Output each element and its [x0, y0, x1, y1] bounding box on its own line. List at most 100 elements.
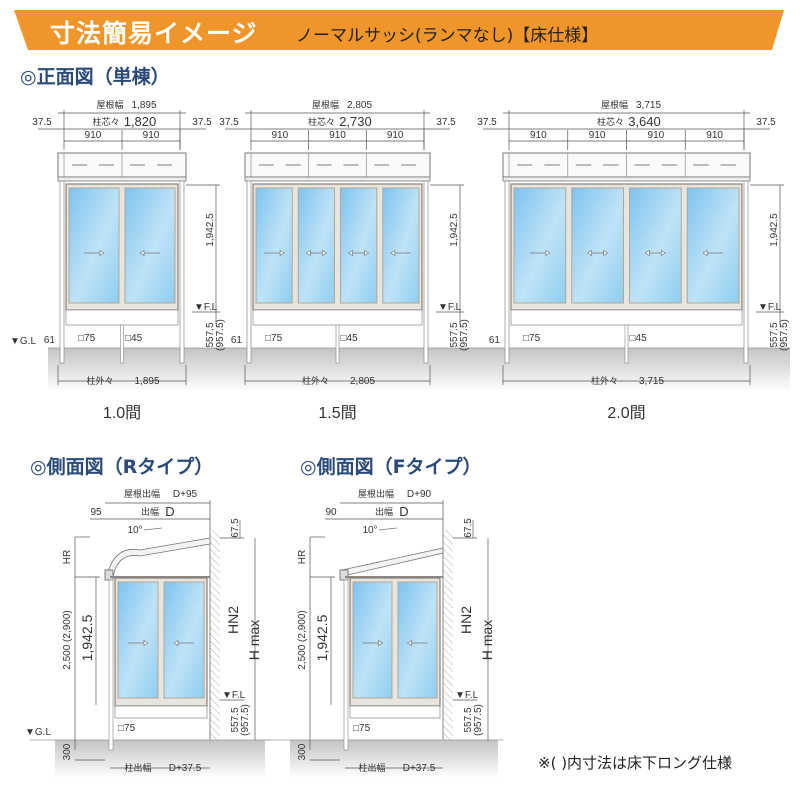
roof-depth-value: D+95	[173, 489, 198, 500]
roof-profile	[341, 547, 444, 576]
post-main-size: □75	[523, 333, 541, 344]
roof-width-label: 屋根幅	[601, 99, 628, 110]
outer-value: 2,805	[350, 376, 375, 387]
glass-panel	[382, 187, 420, 304]
glass-panel	[397, 581, 438, 699]
slide-arrow-left	[390, 249, 411, 257]
floor-height: 557.5	[449, 322, 460, 347]
fl-label: ▼F.L	[194, 302, 218, 313]
glass-panel	[297, 187, 335, 304]
post-right	[423, 180, 429, 364]
slide-arrow-right	[264, 249, 285, 257]
overhang-right: 37.5	[756, 117, 776, 128]
roof-width-value: 2,805	[347, 100, 372, 111]
post-main-size: □75	[78, 333, 96, 344]
fl-label: ▼F.L	[455, 690, 479, 701]
post-left	[246, 180, 252, 364]
post-right	[179, 180, 185, 364]
floor-height: 557.5	[769, 322, 780, 347]
hmax-label: H max	[246, 620, 262, 660]
depth-label: 出幅	[141, 506, 159, 517]
height-value: 1,942.5	[205, 213, 216, 247]
floor-height-long: (957.5)	[779, 319, 790, 351]
post-mid	[335, 324, 340, 364]
post-main-size: □75	[265, 333, 283, 344]
roof-width-value: 3,715	[636, 100, 661, 111]
slide-arrow-left	[173, 639, 194, 647]
floor-deck	[252, 309, 423, 326]
glass-panel	[124, 187, 176, 304]
post-depth-value: D+37.5	[403, 763, 436, 774]
post-left	[504, 180, 510, 364]
center-value: 3,640	[628, 114, 661, 129]
slide-arrow-right	[362, 639, 384, 647]
gutter	[57, 176, 187, 182]
roof-width-value: 1,895	[131, 100, 156, 111]
glass-panel	[686, 187, 740, 304]
glass-panel	[629, 187, 682, 304]
window-height: 1,942.5	[314, 614, 330, 661]
height-value: 1,942.5	[449, 213, 460, 247]
roof-depth-label: 屋根出幅	[358, 488, 394, 499]
post-sub-size: □45	[630, 333, 648, 344]
span-value: 910	[143, 130, 160, 141]
size-caption: 2.0間	[607, 405, 645, 422]
floor-height: 557.5	[230, 707, 241, 732]
floor-deck	[65, 309, 179, 326]
embed-depth: 300	[297, 743, 308, 760]
span-value: 910	[648, 130, 665, 141]
floor-height-long: (957.5)	[215, 319, 226, 351]
slide-arrow-right	[84, 249, 105, 257]
roof-depth-value: D+90	[407, 489, 432, 500]
slide-arrow-left	[139, 249, 160, 257]
overhang-right: 37.5	[192, 117, 212, 128]
total-height: 2,500 (2,900)	[297, 610, 308, 670]
hr-label: HR	[297, 550, 308, 564]
center-value: 2,730	[339, 114, 372, 129]
footnote: ※( )内寸法は床下ロング仕様	[538, 754, 733, 772]
post-depth-value: D+37.5	[169, 763, 202, 774]
floor-deck	[349, 705, 441, 719]
overhang-left: 37.5	[219, 117, 239, 128]
slide-arrow-right	[128, 639, 149, 647]
fl-label: ▼F.L	[758, 302, 782, 313]
gl-label: ▼G.L	[25, 727, 51, 738]
outer-label: 柱外々	[86, 375, 113, 386]
floor-height: 557.5	[205, 322, 216, 347]
roof-angle: 10°	[127, 525, 142, 536]
floor-deck	[510, 309, 743, 326]
slide-arrow-both	[305, 249, 328, 257]
total-height: 2,500 (2,900)	[62, 610, 73, 670]
eave-value: 90	[325, 507, 337, 518]
roof-angle: 10°	[362, 525, 377, 536]
glass-panel	[68, 187, 120, 304]
depth-value: D	[165, 504, 174, 519]
slide-arrow-both	[586, 249, 609, 257]
roof-profile	[106, 537, 211, 578]
glass-panel	[340, 187, 378, 304]
glass-panel	[352, 581, 393, 699]
outer-label: 柱外々	[302, 375, 329, 386]
overhang-left: 37.5	[477, 117, 497, 128]
size-caption: 1.5間	[318, 405, 356, 422]
eave-value: 95	[90, 507, 102, 518]
ground-band	[55, 740, 265, 778]
post-size: □75	[118, 723, 136, 734]
slide-arrow-left	[702, 249, 724, 257]
post-right	[743, 180, 749, 364]
span-value: 910	[271, 130, 288, 141]
roof-width-label: 屋根幅	[312, 99, 339, 110]
floor-height-long: (957.5)	[473, 704, 484, 736]
roof-depth-label: 屋根出幅	[124, 488, 160, 499]
window-height: 1,942.5	[79, 614, 95, 661]
gutter	[104, 569, 114, 581]
post-size: □75	[353, 723, 371, 734]
overhang-right: 37.5	[436, 117, 456, 128]
left-dim: 61	[489, 335, 501, 346]
hr-label: HR	[62, 550, 73, 564]
fl-label: ▼F.L	[222, 690, 246, 701]
span-value: 910	[589, 130, 606, 141]
span-value: 910	[85, 130, 102, 141]
left-dim: 61	[231, 335, 243, 346]
